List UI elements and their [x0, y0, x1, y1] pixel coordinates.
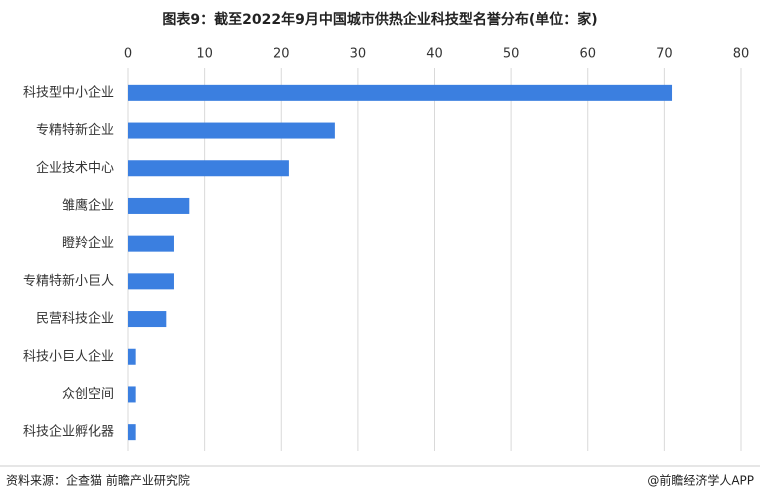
- x-tick-label: 50: [503, 47, 520, 62]
- bar: [128, 235, 174, 252]
- bar: [128, 197, 190, 214]
- x-tick-label: 40: [426, 47, 443, 62]
- bar: [128, 160, 289, 177]
- y-tick-label: 企业技术中心: [36, 160, 114, 176]
- chart-title: 图表9：截至2022年9月中国城市供热企业科技型名誉分布(单位：家): [162, 11, 597, 28]
- bar: [128, 84, 673, 101]
- y-tick-label: 科技小巨人企业: [23, 348, 114, 364]
- bar: [128, 122, 335, 139]
- bar: [128, 348, 136, 365]
- x-tick-label: 80: [733, 47, 750, 62]
- y-tick-label: 民营科技企业: [36, 311, 114, 327]
- y-tick-label: 雏鹰企业: [62, 197, 114, 213]
- credit: @前瞻经济学人APP: [647, 473, 754, 488]
- y-tick-label: 科技型中小企业: [23, 84, 114, 100]
- x-tick-label: 60: [579, 47, 596, 62]
- x-tick-label: 30: [350, 47, 367, 62]
- x-tick-label: 10: [196, 47, 213, 62]
- bar: [128, 311, 167, 328]
- source: 资料来源：企查猫 前瞻产业研究院: [6, 473, 190, 488]
- y-tick-label: 专精特新企业: [36, 122, 114, 138]
- y-tick-label: 专精特新小巨人: [23, 273, 114, 289]
- x-tick-label: 70: [656, 47, 673, 62]
- y-tick-label: 瞪羚企业: [62, 235, 114, 251]
- x-tick-label: 20: [273, 47, 290, 62]
- y-tick-label: 众创空间: [62, 387, 114, 402]
- bar: [128, 386, 136, 403]
- bar: [128, 273, 174, 290]
- bar: [128, 424, 136, 441]
- x-tick-label: 0: [124, 47, 132, 62]
- y-tick-label: 科技企业孵化器: [23, 424, 114, 440]
